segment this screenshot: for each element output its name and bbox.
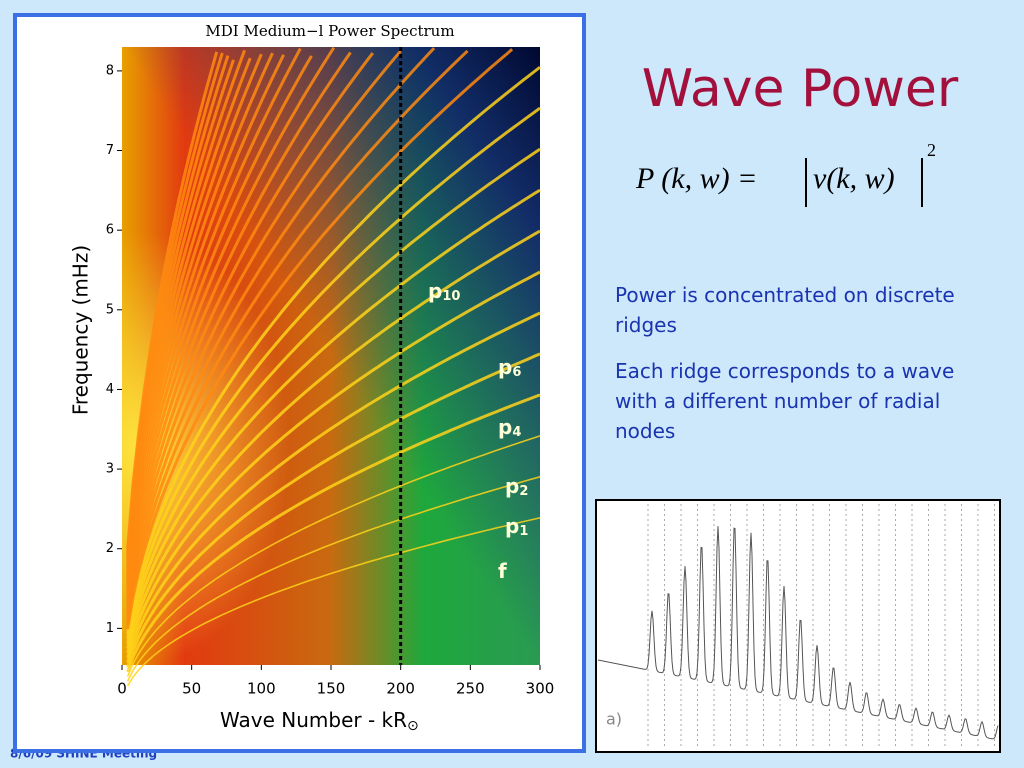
ridge: [126, 53, 263, 578]
ridge-letter: p: [428, 279, 442, 303]
formula-lhs: P (k, w) =: [635, 162, 757, 195]
ridge-letter: p: [505, 514, 519, 538]
x-label-bg: [215, 705, 465, 739]
ridge: [126, 66, 541, 635]
inset-label: a): [606, 710, 622, 729]
formula-exponent: 2: [927, 140, 936, 160]
x-label-main: Wave Number - kR: [220, 708, 407, 732]
y-tick-label: 1: [106, 621, 114, 636]
x-axis-label: Wave Number - kR⊙: [220, 708, 419, 735]
y-tick-label: 5: [106, 302, 114, 317]
ridge-label: f: [498, 559, 507, 583]
ridge-sub: 4: [512, 425, 521, 440]
ridge-sub: 6: [512, 365, 521, 380]
ridge-sub: 1: [519, 524, 528, 539]
inset-curve: [597, 526, 999, 740]
ridge: [126, 147, 541, 644]
ridge: [126, 229, 541, 654]
y-tick-label: 3: [106, 462, 114, 477]
y-tick-label: 2: [106, 541, 114, 556]
bullet: Power is concentrated on discrete ridges: [615, 283, 955, 337]
formula-rhs: v(k, w): [813, 162, 895, 195]
y-tick-label: 8: [106, 63, 114, 78]
ridge: [126, 476, 541, 682]
x-label-sub: ⊙: [407, 718, 419, 734]
ridge: [126, 51, 219, 550]
ridge: [126, 52, 374, 611]
ridge-sub: 2: [519, 484, 528, 499]
x-tick-label: 300: [526, 680, 555, 698]
ridge: [126, 46, 336, 602]
x-tick-label: 250: [456, 680, 485, 698]
x-tick-label: 50: [182, 680, 201, 698]
x-tick-label: 200: [386, 680, 415, 698]
heatmap: [122, 46, 541, 687]
ridge: [126, 106, 541, 639]
ridge: [126, 55, 313, 597]
ridge-letter: f: [498, 559, 507, 583]
ridge-label: p1: [505, 514, 528, 539]
ridge-letter: p: [505, 474, 519, 498]
ridge: [126, 352, 541, 668]
ridge: [126, 435, 541, 677]
ridge: [126, 270, 541, 659]
y-tick-label: 4: [106, 382, 114, 397]
ridge-letter: p: [498, 415, 512, 439]
y-tick-label: 6: [106, 223, 114, 238]
y-axis-label: Frequency (mHz): [69, 245, 93, 415]
ridge: [126, 188, 541, 649]
ridge: [126, 49, 469, 625]
bullets: Power is concentrated on discrete ridges…: [615, 280, 995, 446]
inset-frame: [595, 499, 1001, 753]
x-tick-label: 150: [317, 680, 346, 698]
bullet-list: Power is concentrated on discrete ridges…: [615, 280, 995, 446]
ridge: [126, 50, 402, 616]
ridge: [126, 393, 541, 673]
ridge-label: p2: [505, 474, 528, 499]
ridge: [126, 52, 274, 583]
x-tick-label: 0: [117, 680, 127, 698]
ridge: [126, 54, 285, 587]
slide-title: Wave Power: [642, 59, 959, 119]
x-tick-label: 100: [247, 680, 276, 698]
ridge-sub: 10: [442, 289, 460, 304]
ridge: [126, 57, 252, 573]
ridge: [126, 47, 302, 592]
ridge: [126, 47, 436, 621]
ridge: [126, 51, 352, 606]
ridge: [126, 311, 541, 663]
inset-plot: [597, 504, 999, 748]
ridge-label: p6: [498, 355, 521, 380]
ridge-label: p10: [428, 279, 460, 304]
ridge-label: p4: [498, 415, 521, 440]
ridge: [126, 517, 541, 687]
ridge: [126, 48, 514, 630]
y-tick-label: 7: [106, 143, 114, 158]
ridge: [126, 49, 247, 568]
bullet: Each ridge corresponds to a wave with a …: [615, 359, 955, 443]
ridge-letter: p: [498, 355, 512, 379]
spectrum-title: MDI Medium−l Power Spectrum: [205, 22, 454, 40]
